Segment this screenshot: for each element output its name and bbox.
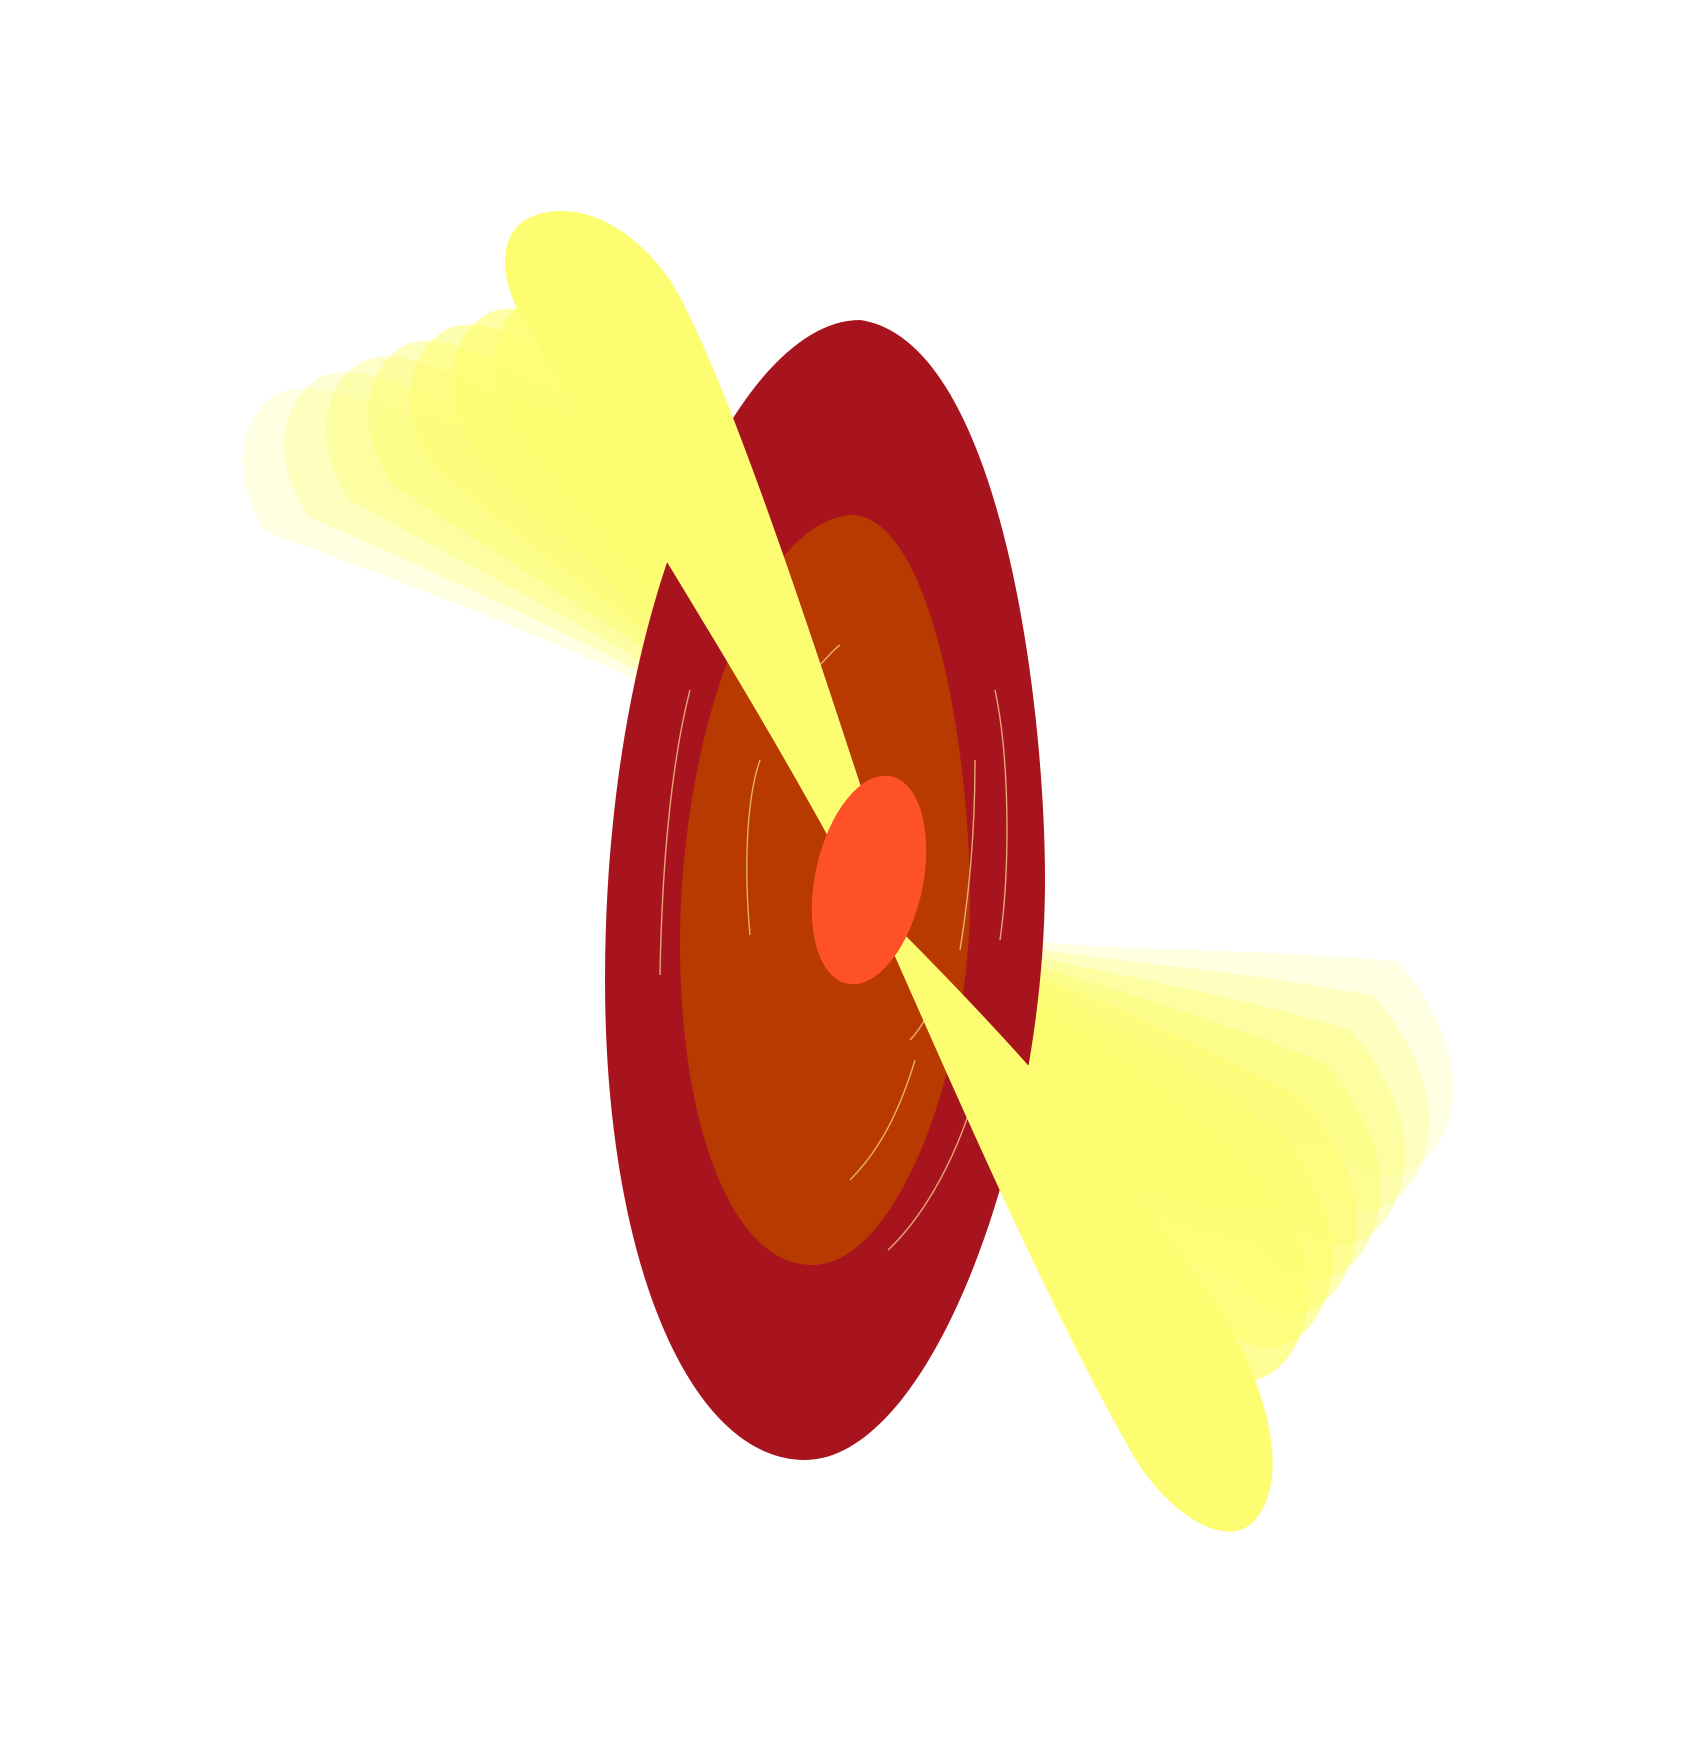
disk-streaks bbox=[659, 644, 1008, 1251]
disk-streak bbox=[746, 759, 761, 936]
disk-streak bbox=[959, 759, 976, 951]
lower-jet bbox=[870, 900, 1273, 1532]
disk-streak bbox=[887, 1109, 971, 1251]
upper-jet bbox=[505, 210, 862, 841]
core bbox=[811, 775, 927, 985]
disk-streak bbox=[849, 1059, 916, 1181]
disk-streak bbox=[994, 689, 1008, 941]
disk-streak bbox=[659, 689, 691, 976]
